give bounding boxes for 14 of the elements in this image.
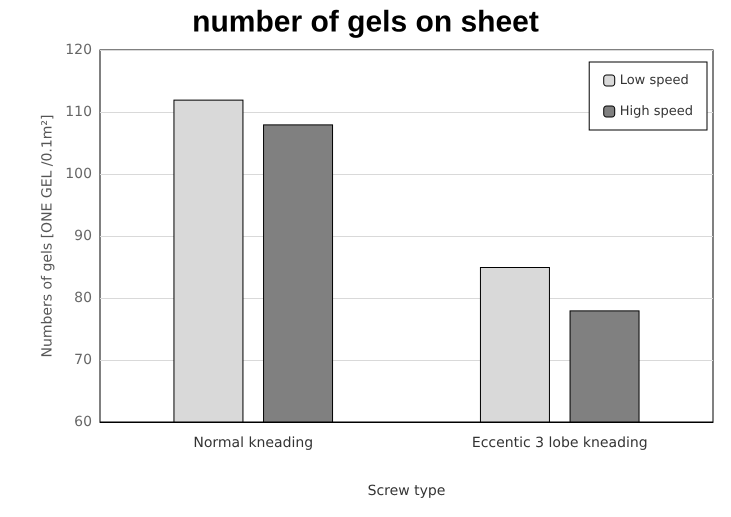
legend-label: Low speed [620, 73, 689, 88]
y-tick-label: 100 [65, 166, 92, 182]
x-tick-label: Eccentic 3 lobe kneading [472, 435, 648, 451]
chart-title: number of gels on sheet [192, 6, 539, 38]
y-axis-title: Numbers of gels [ONE GEL /0.1m²] [39, 114, 56, 358]
legend-label: High speed [620, 104, 694, 119]
y-tick-label: 60 [74, 414, 92, 430]
x-tick-label: Normal kneading [193, 435, 314, 451]
y-tick-label: 70 [74, 352, 92, 368]
y-tick-label: 110 [65, 104, 92, 120]
x-axis-title: Screw type [368, 483, 446, 499]
y-tick-label: 80 [74, 290, 92, 306]
y-tick-label: 90 [74, 228, 92, 244]
y-tick-label: 120 [65, 42, 92, 58]
